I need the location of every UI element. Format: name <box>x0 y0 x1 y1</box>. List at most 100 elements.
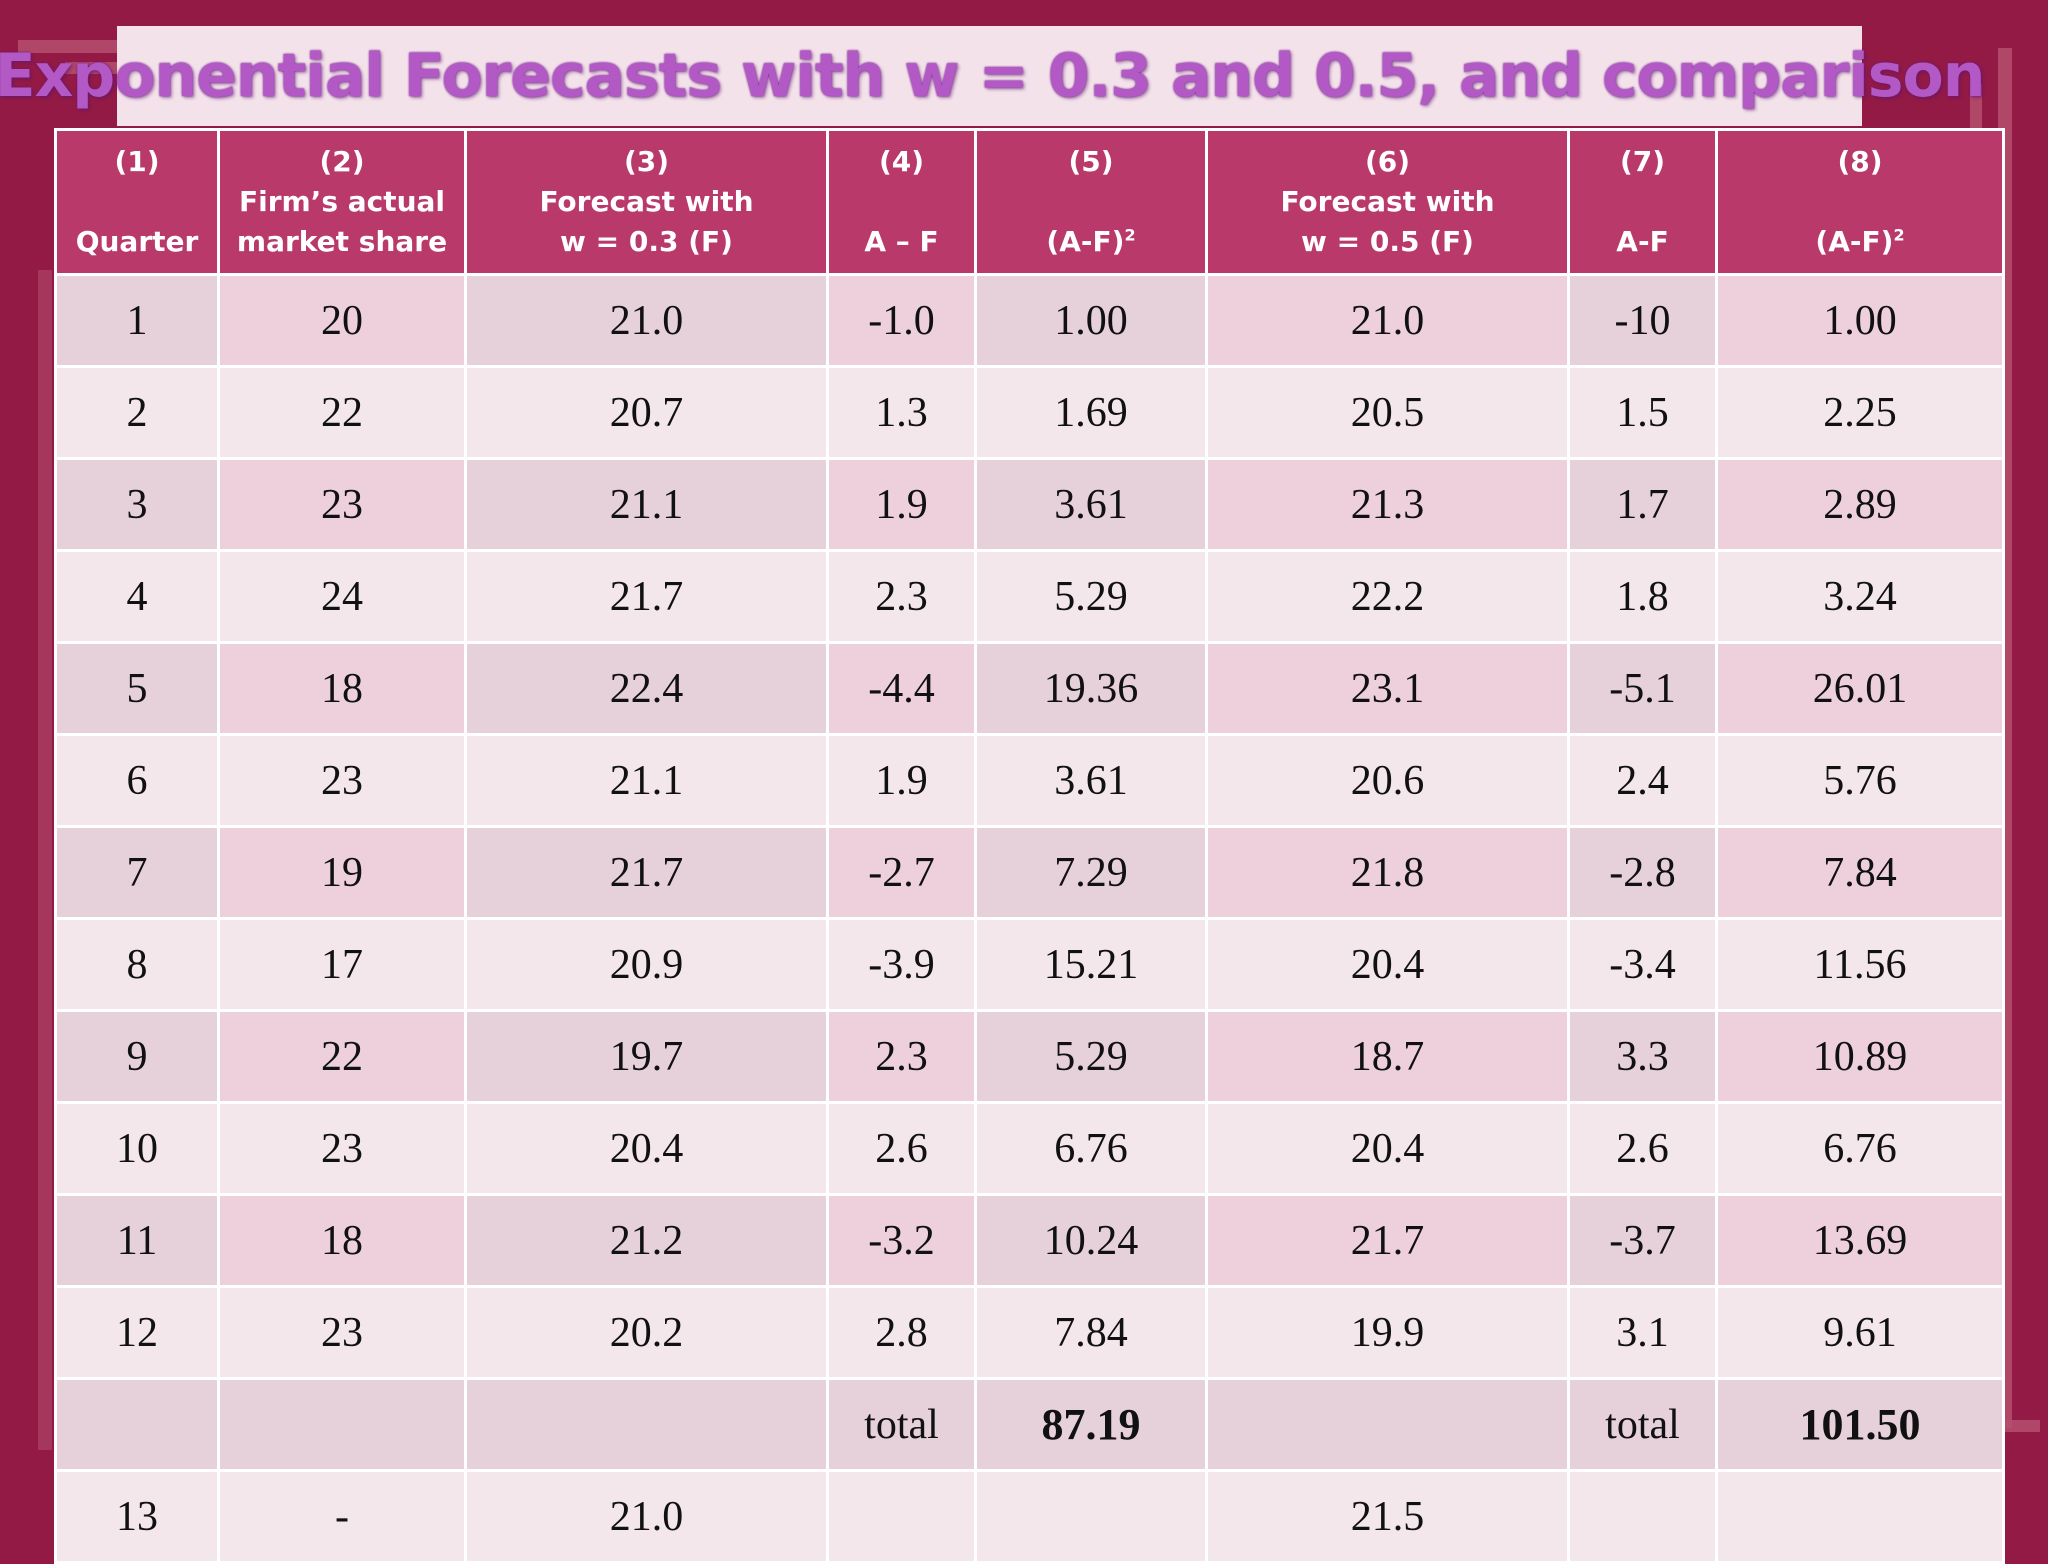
table-cell: 20.6 <box>1205 733 1570 828</box>
table-cell: 20.7 <box>464 365 829 460</box>
table-cell: 12 <box>54 1285 220 1380</box>
table-cell: 3.3 <box>1567 1009 1718 1104</box>
table-cell: 23 <box>217 1101 467 1196</box>
table-row: 10 23 20.4 2.6 6.76 20.4 2.6 6.76 <box>54 1101 2005 1196</box>
total-value-03: 87.19 <box>974 1377 1208 1472</box>
table-cell: 2.6 <box>1567 1101 1718 1196</box>
table-row: 5 18 22.4 -4.4 19.36 23.1 -5.1 26.01 <box>54 641 2005 736</box>
table-cell: 21.1 <box>464 733 829 828</box>
table-cell: 7 <box>54 825 220 920</box>
table-cell: 21.1 <box>464 457 829 552</box>
table-cell: 10 <box>54 1101 220 1196</box>
table-cell: 19.7 <box>464 1009 829 1104</box>
table-row: 1 20 21.0 -1.0 1.00 21.0 -10 1.00 <box>54 273 2005 368</box>
table-cell: 3.61 <box>974 457 1208 552</box>
decor-bar <box>38 270 52 1450</box>
table-cell: 22.4 <box>464 641 829 736</box>
table-cell: 21.0 <box>464 1469 829 1564</box>
table-cell: 2.6 <box>826 1101 977 1196</box>
table-cell: 23 <box>217 457 467 552</box>
table-cell <box>1205 1377 1570 1472</box>
table-cell: 21.2 <box>464 1193 829 1288</box>
table-cell: 20.4 <box>1205 1101 1570 1196</box>
col-header-quarter: (1) Quarter <box>54 128 220 276</box>
table-cell: 3.61 <box>974 733 1208 828</box>
total-label: total <box>826 1377 977 1472</box>
col-header-forecast-03: (3) Forecast with w = 0.3 (F) <box>464 128 829 276</box>
table-row: 3 23 21.1 1.9 3.61 21.3 1.7 2.89 <box>54 457 2005 552</box>
table-cell: 5.29 <box>974 1009 1208 1104</box>
table-cell: -3.2 <box>826 1193 977 1288</box>
decor-bar <box>1995 1420 2040 1432</box>
table-cell: 24 <box>217 549 467 644</box>
table-cell: 21.7 <box>464 549 829 644</box>
table-cell: - <box>217 1469 467 1564</box>
title-banner: Exponential Forecasts with w = 0.3 and 0… <box>0 26 1985 126</box>
table-cell: 21.0 <box>1205 273 1570 368</box>
table-cell: 22 <box>217 365 467 460</box>
table-cell: 1 <box>54 273 220 368</box>
table-cell: 2.89 <box>1715 457 2005 552</box>
table-cell: 10.24 <box>974 1193 1208 1288</box>
table-cell: 19.9 <box>1205 1285 1570 1380</box>
table-cell: 2.8 <box>826 1285 977 1380</box>
total-value-05: 101.50 <box>1715 1377 2005 1472</box>
table-cell: 9.61 <box>1715 1285 2005 1380</box>
table-cell: 2 <box>54 365 220 460</box>
forecast-row: 13 - 21.0 21.5 <box>54 1469 2005 1564</box>
table-cell: 1.9 <box>826 457 977 552</box>
table-cell: 21.7 <box>464 825 829 920</box>
table-cell: 3 <box>54 457 220 552</box>
table-row: 9 22 19.7 2.3 5.29 18.7 3.3 10.89 <box>54 1009 2005 1104</box>
col-header-forecast-05: (6) Forecast with w = 0.5 (F) <box>1205 128 1570 276</box>
table-row: 4 24 21.7 2.3 5.29 22.2 1.8 3.24 <box>54 549 2005 644</box>
table-cell: 2.25 <box>1715 365 2005 460</box>
table-cell: 20 <box>217 273 467 368</box>
table-cell: 18 <box>217 641 467 736</box>
table-cell: 5.76 <box>1715 733 2005 828</box>
table-cell <box>1715 1469 2005 1564</box>
table-cell: 6.76 <box>1715 1101 2005 1196</box>
table-row: 6 23 21.1 1.9 3.61 20.6 2.4 5.76 <box>54 733 2005 828</box>
table-cell: 1.5 <box>1567 365 1718 460</box>
table-cell <box>464 1377 829 1472</box>
table-row: 8 17 20.9 -3.9 15.21 20.4 -3.4 11.56 <box>54 917 2005 1012</box>
table-cell: -3.7 <box>1567 1193 1718 1288</box>
table-cell: 21.7 <box>1205 1193 1570 1288</box>
table-cell <box>54 1377 220 1472</box>
table-cell: -1.0 <box>826 273 977 368</box>
table-cell: 13.69 <box>1715 1193 2005 1288</box>
table-row: 11 18 21.2 -3.2 10.24 21.7 -3.7 13.69 <box>54 1193 2005 1288</box>
col-header-actual-share: (2) Firm’s actual market share <box>217 128 467 276</box>
table-cell <box>217 1377 467 1472</box>
table-cell: -3.4 <box>1567 917 1718 1012</box>
table-cell <box>826 1469 977 1564</box>
table-cell: 6.76 <box>974 1101 1208 1196</box>
table-row: 12 23 20.2 2.8 7.84 19.9 3.1 9.61 <box>54 1285 2005 1380</box>
table-cell: 22 <box>217 1009 467 1104</box>
table-cell: 5 <box>54 641 220 736</box>
table-cell: 18 <box>217 1193 467 1288</box>
table-cell: 1.7 <box>1567 457 1718 552</box>
table-cell: 21.3 <box>1205 457 1570 552</box>
header-row: (1) Quarter (2) Firm’s actual market share … <box>54 128 2005 276</box>
table-cell: 17 <box>217 917 467 1012</box>
table-cell: 11.56 <box>1715 917 2005 1012</box>
table-cell <box>1567 1469 1718 1564</box>
col-header-error-05: (7) A-F <box>1567 128 1718 276</box>
table-cell: 1.3 <box>826 365 977 460</box>
table-cell: 13 <box>54 1469 220 1564</box>
table-cell: -2.8 <box>1567 825 1718 920</box>
table-cell: 20.5 <box>1205 365 1570 460</box>
table-cell: 21.0 <box>464 273 829 368</box>
table-row: 7 19 21.7 -2.7 7.29 21.8 -2.8 7.84 <box>54 825 2005 920</box>
table-cell: 7.84 <box>974 1285 1208 1380</box>
table-cell: 10.89 <box>1715 1009 2005 1104</box>
table-cell: 5.29 <box>974 549 1208 644</box>
table-cell: 1.8 <box>1567 549 1718 644</box>
table-cell: 2.4 <box>1567 733 1718 828</box>
table-cell: 11 <box>54 1193 220 1288</box>
table-cell: 1.9 <box>826 733 977 828</box>
table-cell <box>974 1469 1208 1564</box>
table-cell: 1.00 <box>974 273 1208 368</box>
